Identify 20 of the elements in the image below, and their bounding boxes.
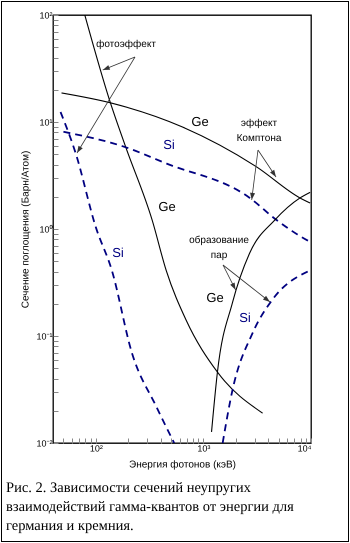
y-tick-label: 10⁻¹ xyxy=(36,332,52,342)
x-tick-label: 10³ xyxy=(197,444,210,454)
series-label: Si xyxy=(239,310,251,325)
y-tick-label: 10⁰ xyxy=(39,224,52,234)
series-label: Ge xyxy=(191,114,209,129)
text: Рис. 2. Зависимости сечений неупругих взаимодействий гамма-квантов от энергии для германия и кремния. xyxy=(6,479,295,536)
y-tick-label: 10² xyxy=(39,10,52,20)
annotation: эффект Комптона xyxy=(236,118,282,144)
annotation: образование пар xyxy=(189,235,250,261)
x-tick-label: 10⁴ xyxy=(298,444,312,454)
x-tick-label: 10² xyxy=(90,444,103,454)
y-axis-title: Сечение поглощения (Барн/Атом) xyxy=(20,150,32,308)
series-label: Si xyxy=(163,137,175,152)
annotation: фотоэффект xyxy=(96,39,156,50)
series-label: Si xyxy=(112,245,124,260)
y-tick-label: 10⁻² xyxy=(36,438,52,448)
series-label: Ge xyxy=(158,199,176,214)
x-axis-title: Энергия фотонов (кэВ) xyxy=(129,460,236,470)
series-label: Ge xyxy=(206,290,224,305)
y-tick-label: 10¹ xyxy=(39,118,52,128)
